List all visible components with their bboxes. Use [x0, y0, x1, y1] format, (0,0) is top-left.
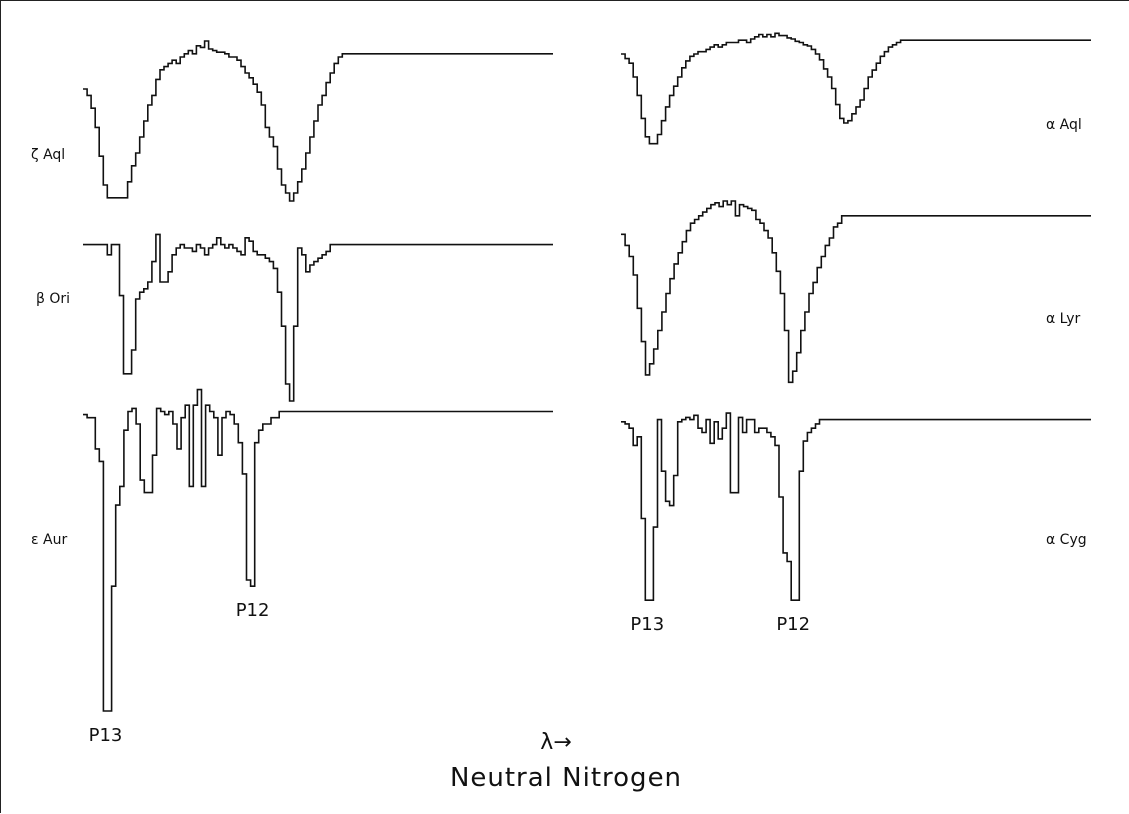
spectrum-trace-3	[83, 233, 553, 402]
star-label-1: ζ Aql	[31, 147, 65, 163]
star-label-2: α Aql	[1046, 117, 1082, 133]
line-label-5-1: P13	[89, 725, 123, 746]
spectrum-trace-4	[621, 200, 1091, 384]
label-layer: ζ Aql α Aql β Ori α Lyr ε Aur P13 P12 α Cyg P13 P…	[31, 117, 1087, 746]
spectrum-trace-1	[83, 40, 553, 202]
spectrum-trace-6	[621, 412, 1091, 601]
line-label-6-1: P13	[630, 614, 664, 635]
spectrum-trace-5	[83, 388, 553, 712]
star-label-6: α Cyg	[1046, 532, 1087, 548]
wavelength-axis-label: λ→	[540, 730, 571, 755]
line-label-6-2: P12	[776, 614, 810, 635]
star-label-5: ε Aur	[31, 532, 67, 548]
line-label-5-2: P12	[236, 600, 270, 621]
spectrum-trace-2	[621, 32, 1091, 145]
star-label-4: α Lyr	[1046, 311, 1080, 327]
star-label-3: β Ori	[36, 291, 70, 307]
trace-layer	[83, 32, 1091, 712]
figure-title: Neutral Nitrogen	[450, 763, 682, 793]
